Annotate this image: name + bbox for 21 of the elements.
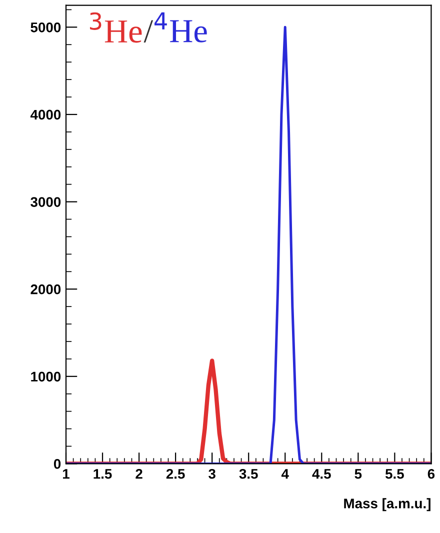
x-tick-label: 3 (208, 468, 216, 479)
x-tick-label: 5.5 (385, 469, 404, 479)
y-tick-label: 3000 (30, 197, 61, 207)
text: $^{4}$He (154, 12, 207, 42)
y-tick-label: 4000 (30, 110, 61, 120)
x-tick-label: 2 (136, 468, 142, 479)
x-tick-label: 4.5 (312, 469, 331, 479)
y-tick-label: 0 (54, 459, 61, 469)
x-axis-title: Mass [a.m.u.] (344, 498, 430, 512)
x-tick-label: 6 (428, 468, 435, 479)
y-tick-label: 1000 (31, 372, 61, 382)
y-tick-label: 5000 (30, 22, 61, 32)
y-tick-label: 2000 (30, 284, 61, 294)
x-tick-label: 1 (63, 469, 70, 479)
annotation: / (144, 20, 154, 43)
x-tick-label: 2.5 (166, 468, 185, 479)
x-tick-label: 3.5 (239, 468, 258, 479)
x-tick-label: 5 (354, 469, 362, 479)
x-tick-label: 4 (281, 469, 289, 479)
x-tick-label: 1.5 (94, 469, 112, 479)
text: $^{3}$He (90, 12, 142, 43)
